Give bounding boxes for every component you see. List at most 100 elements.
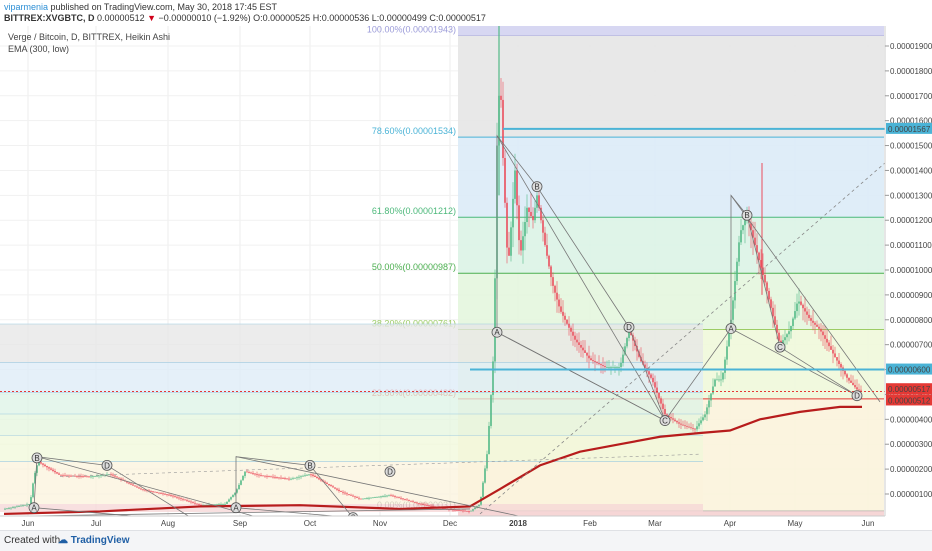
candle-body <box>614 367 616 368</box>
candle-body <box>216 504 218 506</box>
fib-label: 38.20%(0.00000761) <box>372 318 456 328</box>
tradingview-logo-icon[interactable]: ☁ TradingView <box>58 535 130 546</box>
candle-body <box>426 504 428 506</box>
candle-body <box>138 487 140 489</box>
candle-body <box>424 504 426 506</box>
candle-body <box>28 504 30 505</box>
candle-body <box>500 95 502 100</box>
mini-fib-zone <box>0 435 703 462</box>
candle-body <box>184 499 186 501</box>
candle-body <box>186 500 188 502</box>
candle-body <box>142 489 144 491</box>
candle-body <box>490 395 492 426</box>
candle-body <box>342 491 344 493</box>
candle-body <box>120 478 122 480</box>
candle-body <box>356 497 358 498</box>
fib-zone <box>458 137 884 218</box>
candle-body <box>450 509 452 511</box>
author-link[interactable]: viparmenia <box>4 2 49 12</box>
candle-body <box>364 498 366 500</box>
candle-body <box>58 473 60 475</box>
candle-body <box>604 366 606 368</box>
candle-body <box>162 493 164 495</box>
candle-body <box>624 346 626 355</box>
candle-body <box>214 504 216 506</box>
candle-body <box>662 403 664 409</box>
candle-body <box>510 227 512 256</box>
candle-body <box>792 318 794 326</box>
candle-body <box>688 426 690 428</box>
candle-body <box>276 477 278 478</box>
candle-body <box>702 417 704 421</box>
y-tick-label: 0.00001300 <box>890 191 932 200</box>
pattern-point-marker <box>491 326 503 338</box>
pattern-point-label: D <box>854 392 860 401</box>
candle-body <box>566 319 568 324</box>
mini-fib-zone <box>0 362 703 393</box>
candle-body <box>344 492 346 494</box>
candle-body <box>798 301 800 304</box>
candle-body <box>794 311 796 319</box>
candle-body <box>828 342 830 347</box>
candle-body <box>846 374 848 378</box>
candle-body <box>750 222 752 231</box>
candle-body <box>720 379 722 381</box>
candle-body <box>706 407 708 415</box>
candle-body <box>394 496 396 497</box>
candle-body <box>442 508 444 509</box>
candle-body <box>228 499 230 502</box>
candle-body <box>78 476 80 477</box>
candle-body <box>766 282 768 291</box>
candle-body <box>606 367 608 368</box>
candle-body <box>774 316 776 325</box>
candle-body <box>762 267 764 275</box>
last-price: 0.00000512 <box>97 13 145 23</box>
candle-body <box>744 220 746 226</box>
candle-body <box>234 492 236 495</box>
pattern-point-label: B <box>307 461 312 470</box>
candle-body <box>32 483 34 498</box>
candle-body <box>464 510 466 512</box>
candle-body <box>166 494 168 496</box>
candle-body <box>596 362 598 364</box>
candle-body <box>482 482 484 497</box>
pattern-point-label: A <box>233 504 239 513</box>
high-value: H:0.00000536 <box>312 13 370 23</box>
candle-body <box>752 230 754 238</box>
symbol-name: BITTREX:XVGBTC, D <box>4 13 95 23</box>
candle-body <box>244 471 246 477</box>
candle-body <box>272 476 274 478</box>
candle-body <box>492 361 494 396</box>
price-change: −0.00000010 (−1.92%) <box>158 13 251 23</box>
candle-body <box>528 207 530 212</box>
candle-body <box>504 158 506 203</box>
candle-body <box>94 475 96 477</box>
candle-body <box>96 475 98 477</box>
candle-body <box>196 503 198 505</box>
y-tick-label: 0.00001100 <box>890 241 932 250</box>
candle-body <box>852 382 854 386</box>
candle-body <box>324 481 326 483</box>
candle-body <box>390 495 392 497</box>
candle-body <box>582 347 584 351</box>
y-tick-label: 0.00001400 <box>890 166 932 175</box>
candle-body <box>10 507 12 509</box>
candle-body <box>858 389 860 391</box>
candle-body <box>90 476 92 478</box>
candle-body <box>768 290 770 300</box>
candle-body <box>776 324 778 333</box>
candle-body <box>64 475 66 477</box>
candle-body <box>654 382 656 388</box>
fib-zone <box>458 217 884 274</box>
candle-body <box>368 497 370 499</box>
candle-body <box>548 255 550 267</box>
price-chart[interactable]: 100.00%(0.00001943) 78.60%(0.00001534) 61.… <box>0 26 932 530</box>
candle-body <box>404 499 406 500</box>
candle-body <box>854 385 856 388</box>
candle-body <box>554 285 556 293</box>
candle-body <box>338 489 340 491</box>
candle-body <box>8 507 10 509</box>
candle-body <box>38 462 40 466</box>
candle-body <box>686 425 688 427</box>
legend-indicator: EMA (300, low) <box>8 44 70 54</box>
